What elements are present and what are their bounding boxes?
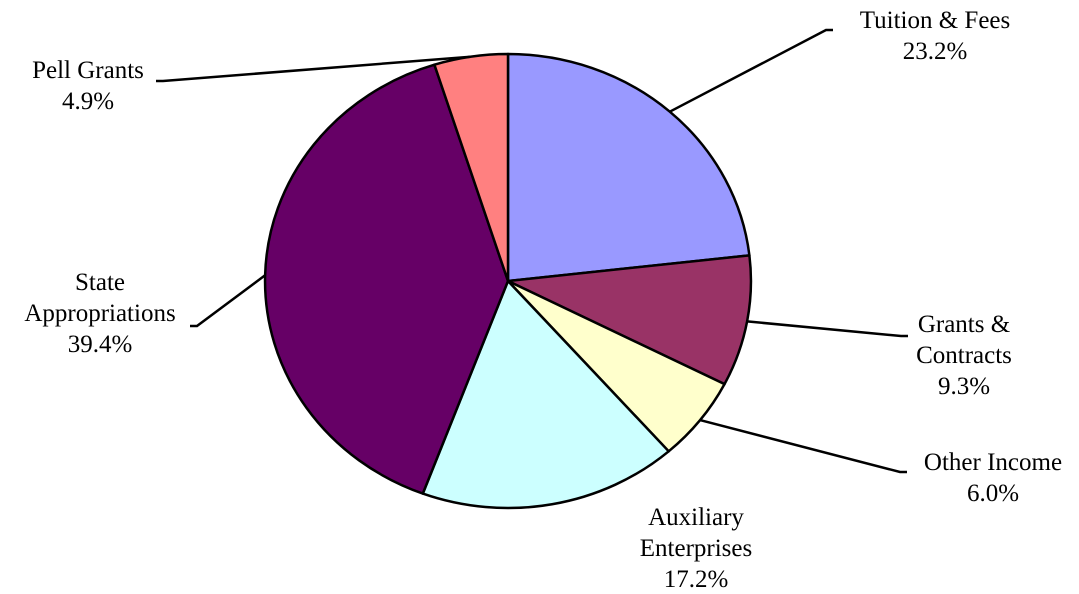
slice-labels: Tuition & Fees 23.2% Grants & Contracts 9.3%… [24,7,1062,593]
slice-percent-2: 6.0% [967,480,1019,507]
pie-slice-5 [433,52,510,283]
pie-slice-3 [421,279,670,510]
slice-percent-1: 9.3% [938,373,990,400]
slice-percent-5: 4.9% [62,88,114,115]
pie-slice-4 [263,63,510,495]
slice-label-5: Pell Grants 4.9% [32,57,144,115]
slice-percent-0: 23.2% [903,38,968,65]
slice-name-line-2-0: Other Income [924,449,1062,476]
slice-percent-3: 17.2% [664,566,729,593]
slice-label-4: State Appropriations 39.4% [24,269,175,358]
leader-line-5 [156,55,471,83]
slice-label-3: Auxiliary Enterprises 17.2% [640,504,752,593]
slice-name-line-3-0: Auxiliary [648,504,744,531]
slice-label-0: Tuition & Fees 23.2% [860,7,1011,65]
slice-name-line-5-0: Pell Grants [32,57,144,84]
leader-line-4 [190,274,266,328]
slice-name-line-1-0: Grants & [918,311,1010,338]
leader-line-0 [669,28,833,113]
leader-lines [156,28,908,474]
slice-name-line-4-1: Appropriations [24,300,175,327]
leader-line-1 [746,320,908,338]
slice-label-1: Grants & Contracts 9.3% [916,311,1012,400]
slice-name-line-0-0: Tuition & Fees [860,7,1011,34]
pie-slices [263,52,753,510]
slice-percent-4: 39.4% [68,331,133,358]
slice-label-2: Other Income 6.0% [924,449,1062,507]
slice-name-line-1-1: Contracts [916,342,1012,369]
pie-slice-1 [506,254,753,386]
slice-name-line-4-0: State [75,269,125,296]
leader-line-2 [699,418,907,474]
slice-name-line-3-1: Enterprises [640,535,752,562]
